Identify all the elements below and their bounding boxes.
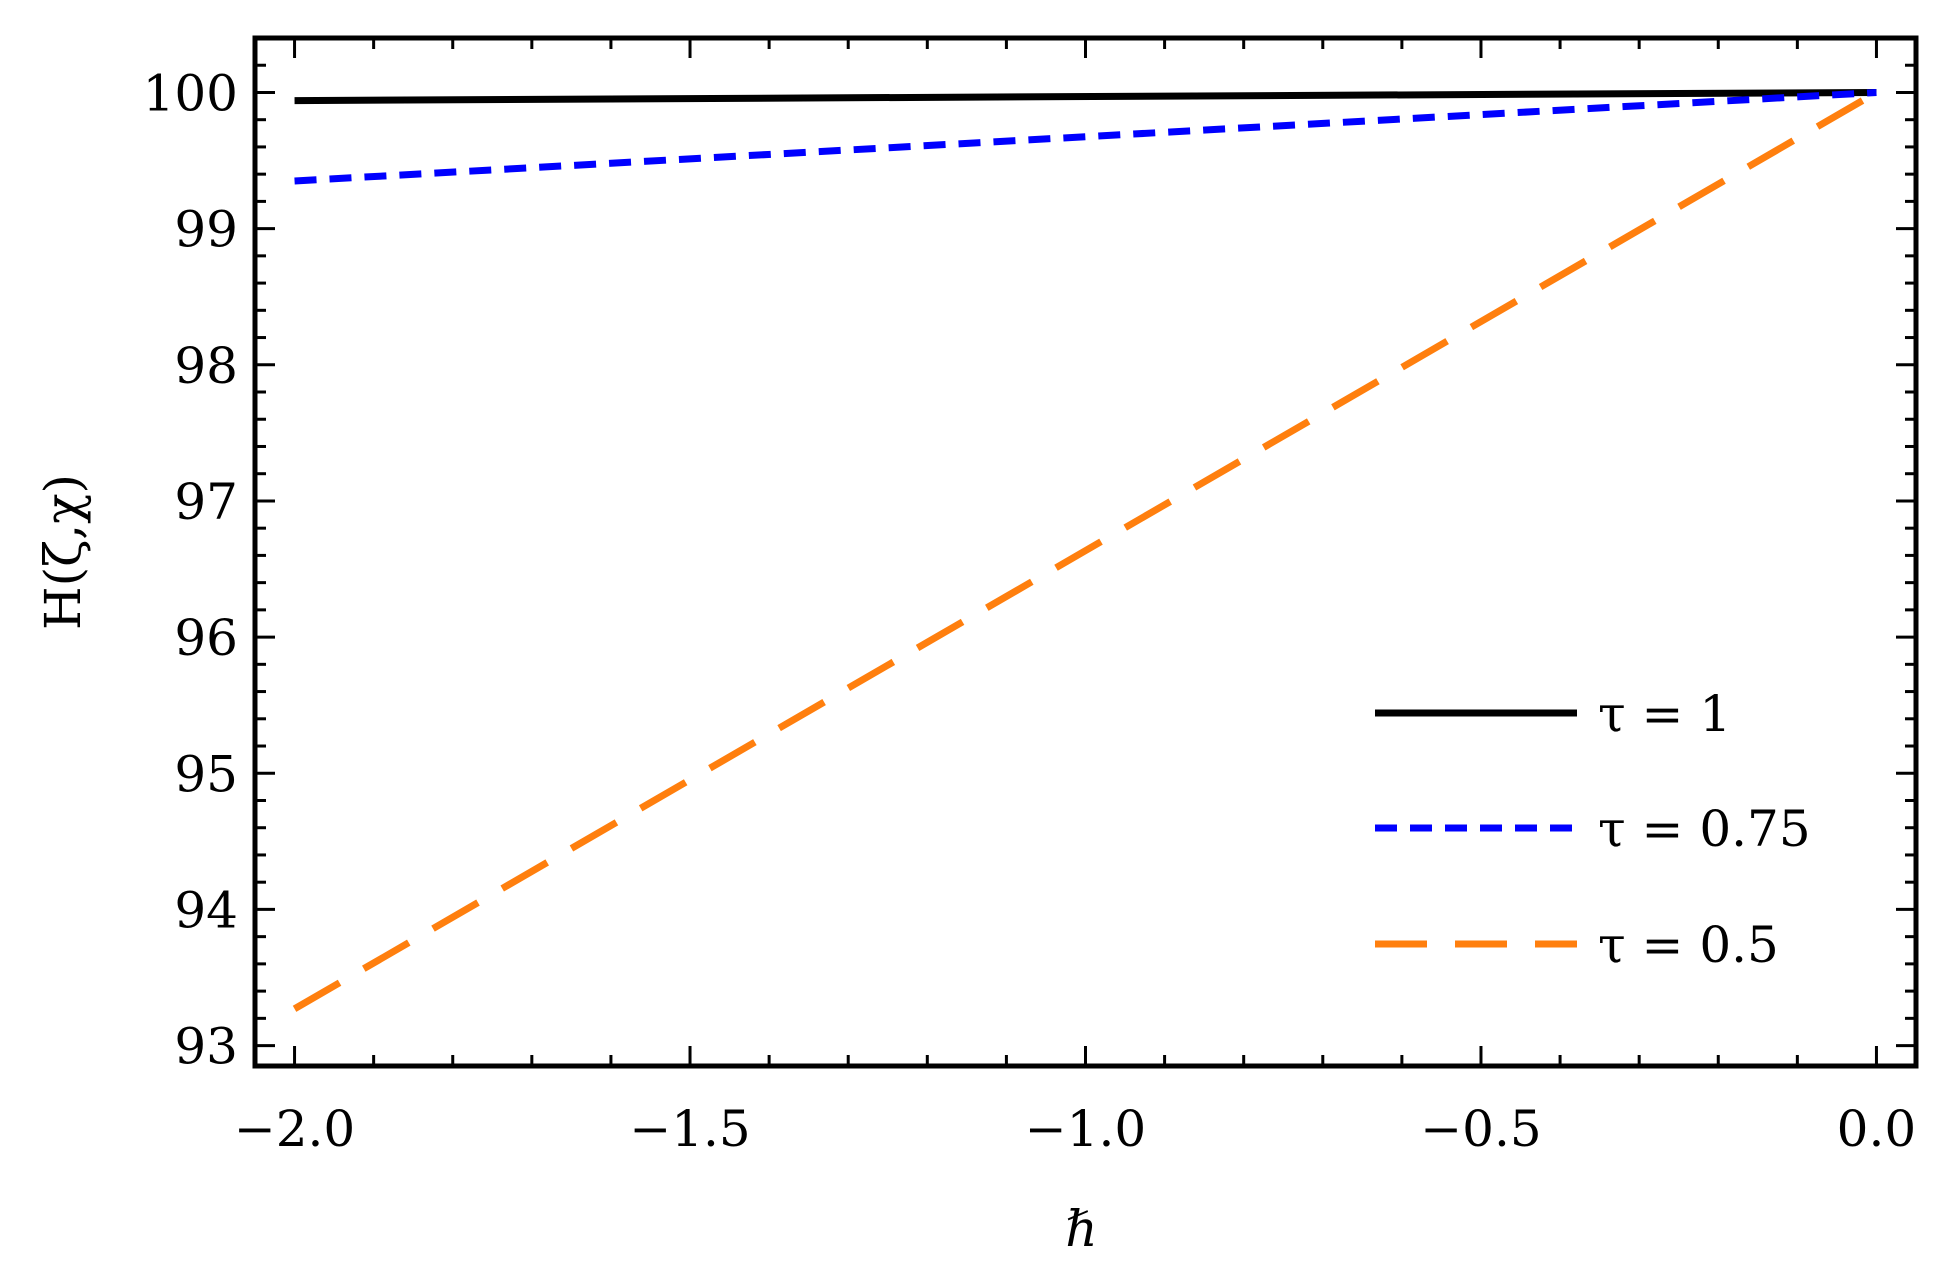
y-tick-label: 97 (174, 473, 238, 531)
y-tick-label: 100 (143, 64, 238, 122)
y-tick-label: 93 (174, 1018, 238, 1076)
y-axis-label: H(ζ,χ) (34, 474, 92, 630)
y-tick-label: 96 (174, 609, 238, 667)
x-tick-label: −1.5 (629, 1100, 750, 1158)
legend-label-3: τ = 0.5 (1598, 916, 1779, 974)
y-tick-label: 98 (174, 337, 238, 395)
y-tick-label: 99 (174, 201, 238, 259)
x-tick-label: −1.0 (1025, 1100, 1146, 1158)
plot-frame (252, 35, 1919, 1069)
y-tick-label: 95 (174, 745, 238, 803)
tick-labels: −2.0 −1.5 −1.0 −0.5 0.0 93 94 95 96 97 98 99 100 (143, 64, 1917, 1158)
x-tick-label: 0.0 (1837, 1100, 1917, 1158)
legend: τ = 1 τ = 0.75 τ = 0.5 (1375, 685, 1811, 974)
series-line-1 (294, 88, 1877, 105)
legend-label-2: τ = 0.75 (1598, 800, 1811, 858)
series-line-3 (292, 89, 1879, 1012)
legend-label-1: τ = 1 (1598, 685, 1731, 743)
series-line-2 (294, 88, 1877, 185)
x-tick-label: −2.0 (234, 1100, 355, 1158)
y-tick-label: 94 (174, 881, 238, 939)
plot-series (292, 88, 1879, 1012)
x-tick-label: −0.5 (1420, 1100, 1541, 1158)
x-axis-label: ℏ (1065, 1200, 1097, 1258)
